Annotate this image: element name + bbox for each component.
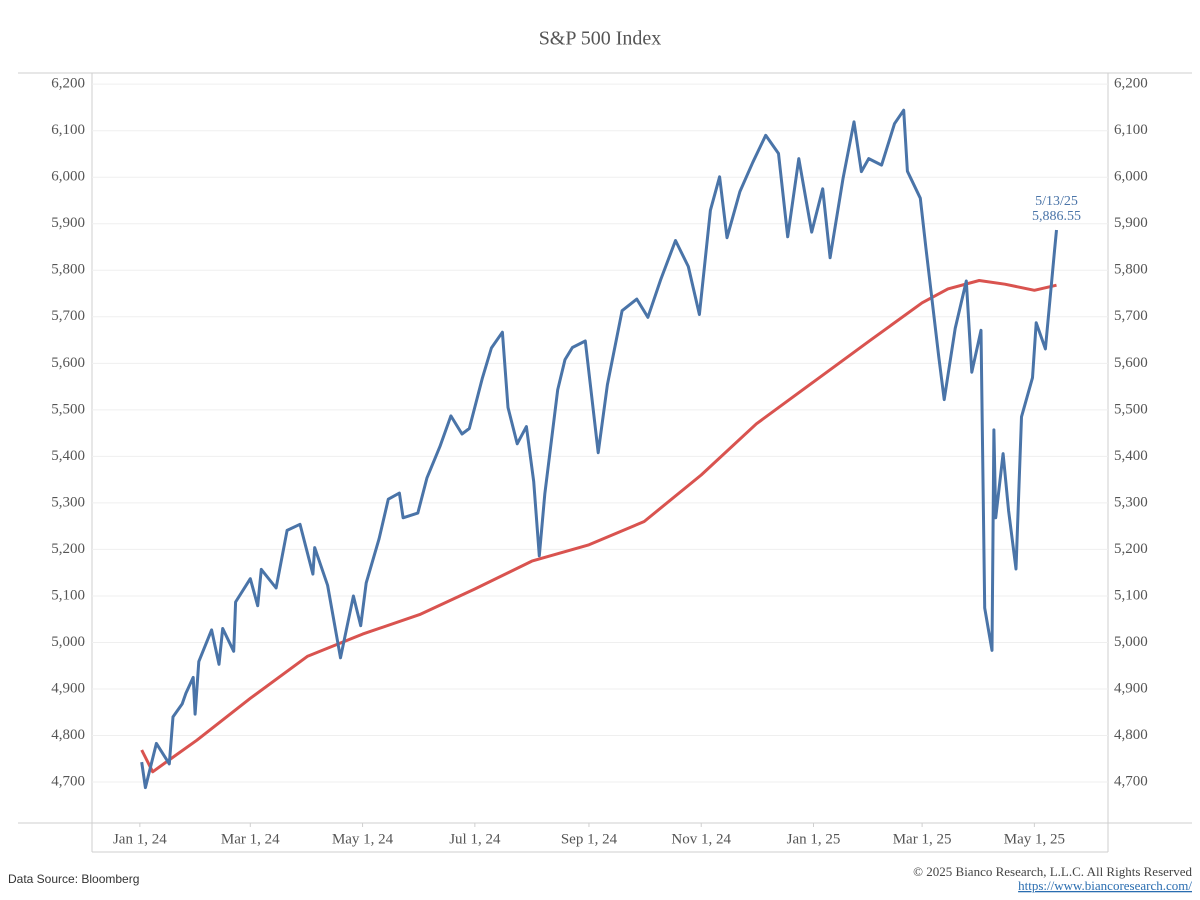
y-tick-label-right: 5,500 <box>1114 401 1148 417</box>
copyright: © 2025 Bianco Research, L.L.C. All Right… <box>913 864 1192 879</box>
website-link[interactable]: https://www.biancoresearch.com/ <box>1018 878 1192 893</box>
y-tick-label-right: 5,100 <box>1114 587 1148 603</box>
y-tick-label-right: 5,800 <box>1114 262 1148 278</box>
y-tick-label: 5,100 <box>51 587 85 603</box>
y-tick-label: 6,100 <box>51 122 85 138</box>
annotation-date: 5/13/25 <box>1035 194 1078 209</box>
y-tick-label: 4,800 <box>51 727 85 743</box>
x-tick-label: Sep 1, 24 <box>561 831 618 847</box>
y-tick-label: 5,000 <box>51 634 85 650</box>
y-tick-label: 4,700 <box>51 773 85 789</box>
source: Data Source: Bloomberg <box>8 872 139 886</box>
annotation-value: 5,886.55 <box>1032 209 1081 224</box>
y-tick-label: 5,200 <box>51 541 85 557</box>
y-tick-label: 5,300 <box>51 494 85 510</box>
y-tick-label-right: 5,700 <box>1114 308 1148 324</box>
y-tick-label: 6,200 <box>51 76 85 92</box>
series-line <box>140 108 1058 790</box>
y-tick-label: 5,700 <box>51 308 85 324</box>
y-tick-label-right: 6,200 <box>1114 76 1148 92</box>
x-tick-label: May 1, 25 <box>1004 831 1065 847</box>
x-tick-label: Jan 1, 25 <box>787 831 841 847</box>
y-tick-label: 5,400 <box>51 448 85 464</box>
x-tick-label: Nov 1, 24 <box>671 831 731 847</box>
x-tick-label: May 1, 24 <box>332 831 394 847</box>
x-tick-label: Jul 1, 24 <box>449 831 501 847</box>
y-tick-label: 5,500 <box>51 401 85 417</box>
y-tick-label-right: 5,300 <box>1114 494 1148 510</box>
y-tick-label-right: 6,100 <box>1114 122 1148 138</box>
chart-title: S&P 500 Index <box>539 28 662 50</box>
y-tick-label-right: 4,700 <box>1114 773 1148 789</box>
y-tick-label: 6,000 <box>51 169 85 185</box>
y-tick-label: 5,800 <box>51 262 85 278</box>
y-tick-label-right: 4,900 <box>1114 680 1148 696</box>
y-tick-label-right: 5,400 <box>1114 448 1148 464</box>
y-tick-label-right: 6,000 <box>1114 169 1148 185</box>
y-tick-label-right: 5,000 <box>1114 634 1148 650</box>
y-tick-label-right: 5,600 <box>1114 355 1148 371</box>
y-tick-label: 4,900 <box>51 680 85 696</box>
x-tick-label: Mar 1, 24 <box>221 831 280 847</box>
x-tick-label: Jan 1, 24 <box>113 831 167 847</box>
x-tick-label: Mar 1, 25 <box>893 831 952 847</box>
y-tick-label-right: 5,900 <box>1114 215 1148 231</box>
y-tick-label: 5,900 <box>51 215 85 231</box>
y-tick-label-right: 4,800 <box>1114 727 1148 743</box>
y-tick-label-right: 5,200 <box>1114 541 1148 557</box>
series-line <box>140 279 1057 774</box>
y-tick-label: 5,600 <box>51 355 85 371</box>
